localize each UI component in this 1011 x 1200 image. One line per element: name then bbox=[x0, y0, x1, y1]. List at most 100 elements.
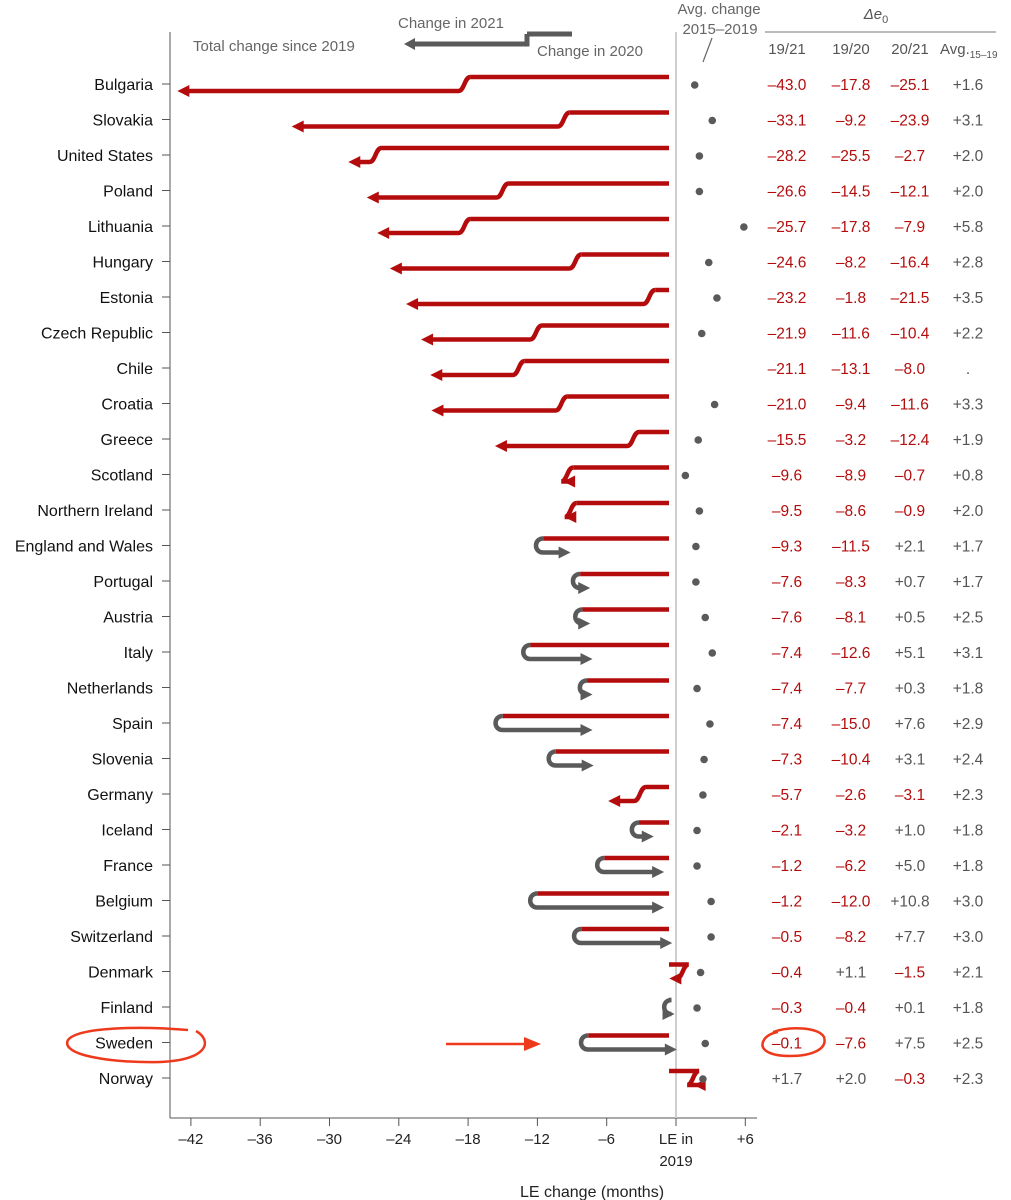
value-cell: –8.2 bbox=[836, 929, 866, 946]
change-2021-segment bbox=[432, 323, 543, 342]
arrowhead bbox=[581, 759, 594, 772]
value-cell: –8.0 bbox=[895, 361, 926, 378]
arrowhead bbox=[580, 653, 593, 665]
row-bulgaria: Bulgaria –43.0 –17.8 –25.1 +1.6 bbox=[94, 74, 983, 97]
arrowhead bbox=[580, 724, 593, 736]
row-poland: Poland –26.6 –14.5 –12.1 +2.0 bbox=[103, 181, 984, 204]
x-tick-label: –18 bbox=[456, 1131, 481, 1148]
country-label: Hungary bbox=[93, 255, 153, 272]
sweden-pointer-arrowhead bbox=[524, 1037, 541, 1051]
value-cell: –7.9 bbox=[895, 219, 925, 236]
value-cell: –0.4 bbox=[772, 965, 803, 982]
change-2021-segment bbox=[546, 749, 583, 768]
change-2021-segment bbox=[521, 642, 582, 662]
change-2021-segment bbox=[441, 358, 526, 378]
value-cell: –25.1 bbox=[891, 77, 930, 94]
row-iceland: Iceland –2.1 –3.2 +1.0 +1.8 bbox=[101, 820, 983, 843]
value-cell: –10.4 bbox=[891, 326, 930, 343]
value-cell: +1.9 bbox=[953, 432, 984, 449]
legend-change-2021: Change in 2021 bbox=[398, 15, 504, 32]
value-cell: +3.3 bbox=[953, 397, 984, 414]
change-2021-segment bbox=[505, 429, 640, 449]
value-cell: –2.7 bbox=[895, 148, 925, 165]
value-cell: +2.9 bbox=[953, 716, 984, 733]
row-scotland: Scotland –9.6 –8.9 –0.7 +0.8 bbox=[91, 465, 984, 488]
value-cell: +3.1 bbox=[895, 752, 926, 769]
value-cell: –1.8 bbox=[836, 290, 866, 307]
country-rows: Bulgaria –43.0 –17.8 –25.1 +1.6 Slovakia –33.1… bbox=[15, 74, 984, 1091]
value-cell: –0.7 bbox=[895, 468, 925, 485]
value-cell: +1.7 bbox=[953, 539, 984, 556]
avg-change-dot bbox=[695, 507, 704, 515]
row-england-and-wales: England and Wales –9.3 –11.5 +2.1 +1.7 bbox=[15, 536, 984, 559]
x-tick-label: –42 bbox=[178, 1131, 203, 1148]
value-cell: –25.5 bbox=[832, 148, 871, 165]
row-united-states: United States –28.2 –25.5 –2.7 +2.0 bbox=[57, 145, 984, 168]
avg-change-dot bbox=[681, 471, 690, 480]
value-cell: –3.2 bbox=[836, 432, 866, 449]
value-cell: –28.2 bbox=[768, 148, 807, 165]
row-germany: Germany –5.7 –2.6 –3.1 +2.3 bbox=[87, 784, 983, 807]
row-chile: Chile –21.1 –13.1 –8.0. bbox=[117, 358, 970, 381]
avg-change-dot bbox=[697, 329, 706, 338]
sweden-highlight bbox=[65, 1026, 826, 1064]
country-label: Slovenia bbox=[92, 752, 153, 769]
change-2021-segment bbox=[571, 926, 662, 946]
row-greece: Greece –15.5 –3.2 –12.4 +1.9 bbox=[101, 429, 984, 452]
value-cell: –2.6 bbox=[836, 787, 866, 804]
value-cell: –6.2 bbox=[836, 858, 866, 875]
country-label: Iceland bbox=[101, 823, 153, 840]
value-cell: +2.3 bbox=[953, 1071, 984, 1088]
legend: Change in 2021 Total change since 2019 C… bbox=[193, 15, 643, 60]
avg-change-dot bbox=[707, 933, 715, 941]
country-label: Slovakia bbox=[93, 113, 154, 130]
arrowhead bbox=[669, 972, 682, 985]
value-cell: +1.7 bbox=[772, 1071, 803, 1088]
change-2021-segment bbox=[388, 216, 472, 236]
avg-change-dot bbox=[695, 152, 704, 160]
avg-header-pointer bbox=[702, 37, 713, 63]
value-cell: +2.0 bbox=[953, 503, 984, 520]
arrowhead bbox=[608, 795, 621, 807]
arrowhead bbox=[177, 85, 190, 97]
value-cell: +1.8 bbox=[953, 858, 984, 875]
row-belgium: Belgium –1.2 –12.0 +10.8 +3.0 bbox=[95, 891, 984, 914]
arrowhead bbox=[652, 901, 665, 914]
value-cell: –12.1 bbox=[891, 184, 930, 201]
delta-e0-header: Δe0 bbox=[863, 6, 889, 26]
value-cell: –7.6 bbox=[772, 574, 802, 591]
value-cell: –9.5 bbox=[772, 503, 802, 520]
value-cell: –21.5 bbox=[891, 290, 930, 307]
change-2021-segment bbox=[578, 1033, 666, 1052]
avg-change-dot bbox=[694, 436, 703, 444]
value-cell: –5.7 bbox=[772, 787, 802, 804]
value-cell: . bbox=[966, 361, 970, 378]
value-cell: –16.4 bbox=[891, 255, 930, 272]
avg-change-dot bbox=[695, 187, 704, 196]
value-cell: +0.8 bbox=[953, 468, 984, 485]
arrowhead bbox=[558, 546, 571, 559]
value-cell: +2.4 bbox=[953, 752, 984, 769]
value-cell: +5.8 bbox=[953, 219, 984, 236]
value-cell: +1.8 bbox=[953, 1000, 984, 1017]
row-italy: Italy –7.4 –12.6 +5.1 +3.1 bbox=[124, 642, 983, 665]
value-cell: –7.4 bbox=[772, 645, 803, 662]
country-label: Estonia bbox=[100, 290, 153, 307]
value-cell: –3.1 bbox=[895, 787, 925, 804]
change-2021-segment bbox=[619, 784, 647, 804]
change-2021-segment bbox=[686, 1068, 705, 1088]
row-northern-ireland: Northern Ireland –9.5 –8.6 –0.9 +2.0 bbox=[37, 500, 984, 523]
value-cell: –11.6 bbox=[891, 397, 929, 414]
col-header-1921: 19/21 bbox=[768, 41, 806, 58]
row-switzerland: Switzerland –0.5 –8.2 +7.7 +3.0 bbox=[70, 926, 984, 949]
x-axis-title: LE change (months) bbox=[520, 1184, 664, 1200]
x-ticks: –42 –36 –30 –24 –18 –12 –6 +6 bbox=[178, 1118, 754, 1148]
arrowhead bbox=[664, 1043, 677, 1056]
change-2021-segment bbox=[377, 181, 510, 200]
value-cell: +7.6 bbox=[895, 716, 926, 733]
value-cell: –15.5 bbox=[768, 432, 807, 449]
arrowhead bbox=[366, 191, 379, 204]
country-label: Italy bbox=[124, 645, 153, 662]
zero-tick-label-line1: LE in bbox=[659, 1131, 693, 1148]
